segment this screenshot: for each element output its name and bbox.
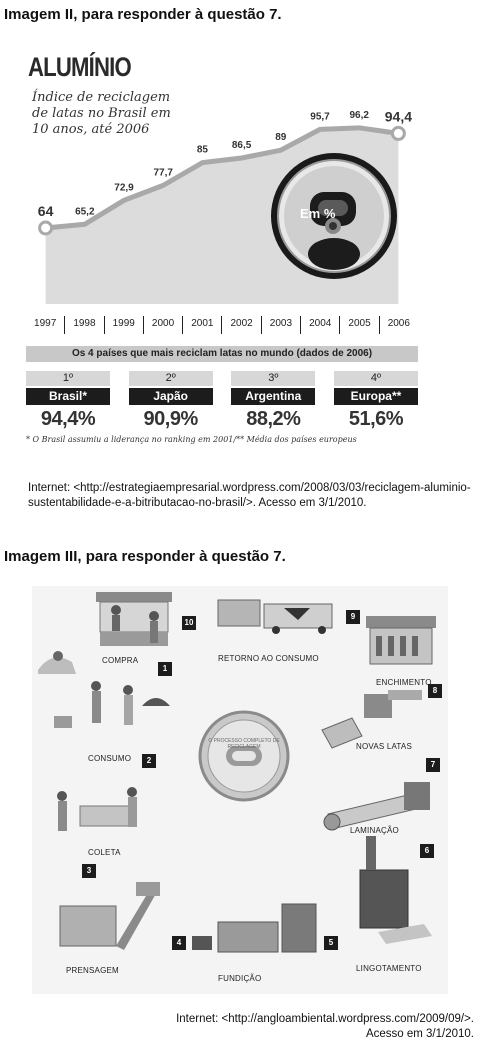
source-citation-image-3: Internet: <http://angloambiental.wordpre… [176,1012,474,1042]
ranking-footnote: * O Brasil assumiu a liderança no rankin… [26,435,357,444]
rank-value: 90,9% [143,408,199,430]
data-label: 94,4 [385,108,412,124]
cycle-artwork [38,592,436,953]
data-label: 72,9 [114,182,134,193]
coin-caption: O PROCESSO COMPLETO DE RECICLAGEM [208,738,280,750]
stage-label-enchimento: ENCHIMENTO [376,678,432,687]
chart-subtitle: Índice de reciclagem de latas no Brasil … [32,90,171,137]
stage-label-consumo: CONSUMO [88,754,132,763]
year-axis: 1997 1998 1999 2000 2001 2002 2003 2004 … [26,316,418,334]
rank-value: 94,4% [40,408,96,430]
data-label: 86,5 [232,140,252,151]
recycling-cycle-illustration: O PROCESSO COMPLETO DE RECICLAGEM COMPRA… [32,586,448,994]
foundry-illustration [192,903,317,953]
ranking-row: 1º Brasil* 94,4% 2º Japão 90,9% 3º Argen… [26,371,418,433]
new-cans-illustration [321,690,422,749]
stage-label-compra: COMPRA [102,656,139,665]
stage-label-laminacao: LAMINAÇÃO [350,826,399,835]
x-tick-label: 2003 [260,316,300,334]
truck-illustration [217,599,333,634]
step-badge: 5 [324,936,338,950]
data-label: 85 [197,145,209,156]
chart-canvas: 64 65,2 72,9 77,7 85 86,5 89 95,7 96,2 94,4 [38,108,412,304]
step-badge: 1 [158,662,172,676]
rank-value: 51,6% [348,408,404,430]
source-line: Acesso em 3/1/2010. [365,1028,474,1040]
data-label: 95,7 [310,111,330,122]
step-badge: 8 [428,684,442,698]
x-tick-label: 2002 [221,316,260,334]
ranking-item: 2º Japão 90,9% [128,371,213,433]
heading-image-3: Imagem III, para responder à questão 7. [4,548,286,565]
can-lid-icon [271,153,397,279]
data-point-marker [390,125,406,141]
ranking-item: 1º Brasil* 94,4% [26,371,110,433]
ranking-header: Os 4 países que mais reciclam latas no m… [26,346,418,362]
x-tick-label: 2004 [300,316,339,334]
stage-label-novas-latas: NOVAS LATAS [356,742,412,751]
data-label: 64 [38,203,54,219]
ranking-table: Os 4 países que mais reciclam latas no m… [26,346,418,444]
step-badge: 3 [82,864,96,878]
ranking-item: 3º Argentina 88,2% [231,371,316,433]
step-badge: 10 [182,616,196,630]
collection-illustration [57,787,137,831]
rank-value: 88,2% [246,408,301,430]
rank-country: Brasil* [26,388,110,405]
stage-label-prensagem: PRENSAGEM [66,966,119,975]
chart-plot: 64 65,2 72,9 77,7 85 86,5 89 95,7 96,2 94,4 [38,108,412,236]
x-tick-label: 1999 [103,316,143,334]
stage-label-coleta: COLETA [88,848,121,857]
ingot-casting-illustration [359,836,432,944]
source-citation-image-2: Internet: <http://estrategiaempresarial.… [28,482,471,509]
rank-country: Argentina [231,388,316,405]
shop-illustration [38,592,172,674]
heading-image-2: Imagem II, para responder à questão 7. [4,6,282,23]
data-label: 96,2 [349,110,369,121]
data-label: 89 [275,132,287,143]
rolling-mill-illustration [323,782,430,831]
rank-position: 3º [231,371,316,386]
x-tick-label: 2005 [339,316,378,334]
chart-title: ALUMÍNIO [28,52,132,82]
data-label: 65,2 [75,206,95,217]
rank-position: 4º [333,371,418,386]
series-line [45,125,399,231]
rank-country: Europa** [333,388,418,405]
data-label: 77,7 [153,167,173,178]
consumers-illustration [54,681,170,728]
step-badge: 9 [346,610,360,624]
stage-label-lingotamento: LINGOTAMENTO [356,964,422,973]
data-point-marker [38,220,54,236]
recycling-line-chart: 64 65,2 72,9 77,7 85 86,5 89 95,7 96,2 94,4 ALUMÍ… [26,44,418,334]
recycling-coin-icon [198,710,290,802]
rank-country: Japão [128,388,213,405]
ranking-item: 4º Europa** 51,6% [333,371,418,433]
x-tick-label: 2000 [142,316,182,334]
x-tick-label: 2006 [378,316,418,334]
stage-label-retorno: RETORNO AO CONSUMO [218,654,319,663]
source-line: Internet: <http://angloambiental.wordpre… [176,1013,474,1025]
unit-badge: Em % [300,206,336,221]
step-badge: 2 [142,754,156,768]
x-tick-label: 1998 [64,316,103,334]
x-tick-label: 1997 [34,318,57,329]
rank-position: 1º [26,371,110,386]
x-tick-label: 2001 [182,316,221,334]
rank-position: 2º [128,371,213,386]
step-badge: 7 [426,758,440,772]
stage-label-fundicao: FUNDIÇÃO [218,974,262,983]
press-illustration [59,882,160,950]
step-badge: 4 [172,936,186,950]
filling-machine-illustration [366,616,436,665]
step-badge: 6 [420,844,434,858]
